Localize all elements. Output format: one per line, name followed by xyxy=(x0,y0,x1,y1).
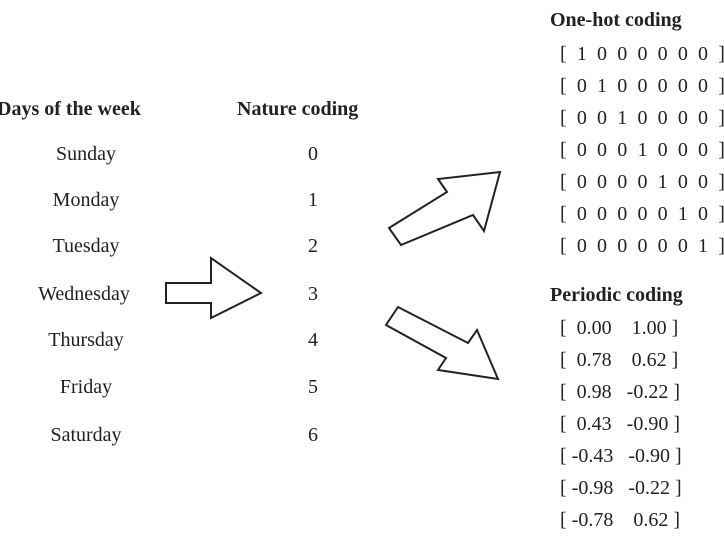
day-label: Friday xyxy=(59,376,113,398)
onehot-vector: [ 0 0 0 0 0 0 1 ] xyxy=(560,235,724,257)
onehot-vector: [ 0 0 0 1 0 0 0 ] xyxy=(560,139,724,161)
periodic-vector: [ -0.78 0.62 ] xyxy=(560,509,680,531)
onehot-vector: [ 1 0 0 0 0 0 0 ] xyxy=(560,43,724,65)
onehot-vector: [ 0 1 0 0 0 0 0 ] xyxy=(560,75,724,97)
nature-code: 1 xyxy=(308,189,318,211)
day-label: Tuesday xyxy=(52,235,120,257)
nature-code: 0 xyxy=(308,143,318,165)
day-label: Monday xyxy=(52,189,120,211)
periodic-vector: [ 0.98 -0.22 ] xyxy=(560,381,680,403)
periodic-vector: [ -0.43 -0.90 ] xyxy=(560,445,682,467)
day-label: Wednesday xyxy=(38,283,130,305)
onehot-vector: [ 0 0 1 0 0 0 0 ] xyxy=(560,107,724,129)
nature-code: 2 xyxy=(308,235,318,257)
down-right-arrow-icon xyxy=(384,305,500,381)
nature-code: 4 xyxy=(308,329,318,351)
periodic-vector: [ 0.78 0.62 ] xyxy=(560,349,679,371)
periodic-coding-heading: Periodic coding xyxy=(550,284,683,306)
up-right-arrow-icon xyxy=(387,170,502,247)
day-label: Thursday xyxy=(48,329,124,351)
days-heading: Days of the week xyxy=(0,98,141,120)
periodic-vector: [ 0.00 1.00 ] xyxy=(560,317,679,339)
onehot-vector: [ 0 0 0 0 1 0 0 ] xyxy=(560,171,724,193)
nature-code: 5 xyxy=(308,376,318,398)
day-label: Sunday xyxy=(56,143,116,165)
day-label: Saturday xyxy=(50,424,122,446)
nature-code: 3 xyxy=(308,283,318,305)
right-arrow-icon xyxy=(165,256,263,320)
nature-coding-heading: Nature coding xyxy=(237,98,359,120)
onehot-vector: [ 0 0 0 0 0 1 0 ] xyxy=(560,203,724,225)
periodic-vector: [ 0.43 -0.90 ] xyxy=(560,413,680,435)
nature-code: 6 xyxy=(308,424,318,446)
onehot-coding-heading: One-hot coding xyxy=(550,9,682,31)
periodic-vector: [ -0.98 -0.22 ] xyxy=(560,477,682,499)
